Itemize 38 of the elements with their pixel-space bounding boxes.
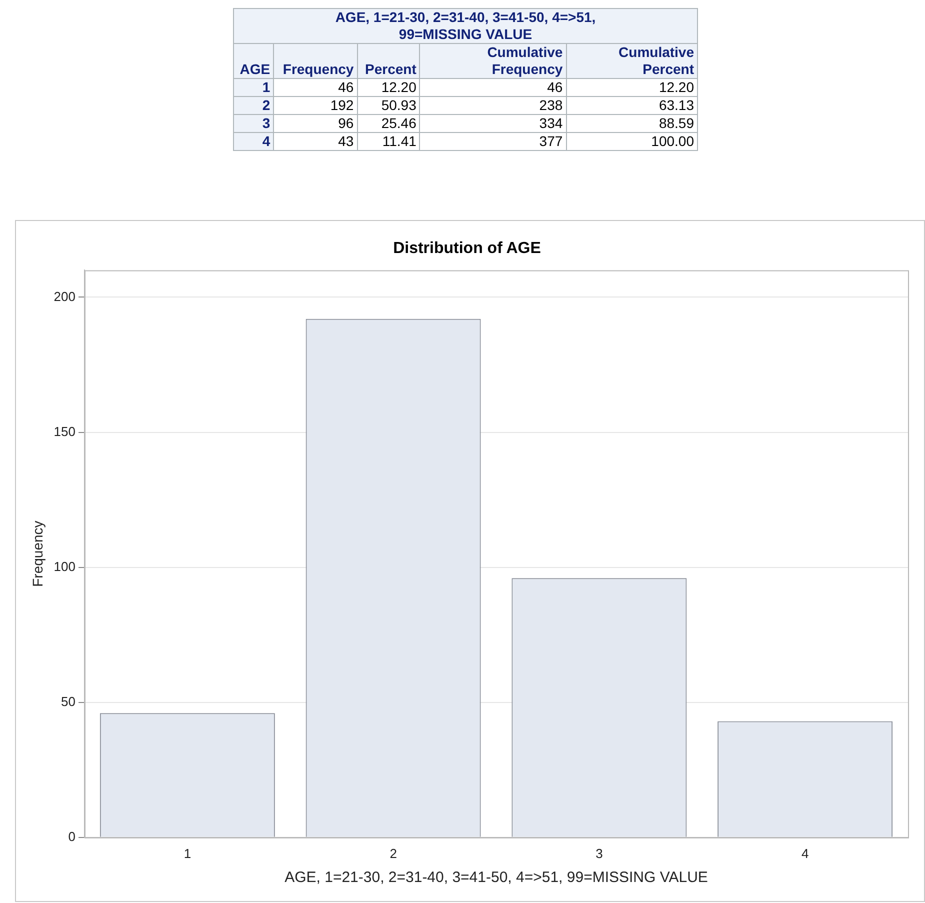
data-label: 100.00: [566, 132, 698, 150]
data-label: 238: [420, 96, 566, 114]
y-tick-label: 50: [61, 694, 76, 709]
data-label: 12.20: [357, 78, 420, 96]
y-tick-label: 4: [234, 132, 274, 150]
x-axis-title: AGE, 1=21-30, 2=31-40, 3=41-50, 4=>51, 99=MISSING VALUE: [284, 869, 708, 886]
y-tick-label: 1: [234, 78, 274, 96]
x-tick-label: 3: [596, 846, 603, 861]
x-tick-label: Frequency: [274, 44, 358, 78]
data-label: 43: [274, 132, 358, 150]
x-tick-label: 2: [390, 846, 397, 861]
y-tick-label: 2: [234, 96, 274, 114]
data-label: 334: [420, 114, 566, 132]
data-label: 192: [274, 96, 358, 114]
data-label: 63.13: [566, 96, 698, 114]
data-label: 377: [420, 132, 566, 150]
chart-title: AGE, 1=21-30, 2=31-40, 3=41-50, 4=>51, 99=MISSING VALUE: [234, 8, 698, 44]
data-label: 96: [274, 114, 358, 132]
y-tick-label: 150: [54, 424, 76, 439]
data-label: 46: [274, 78, 358, 96]
data-label: 88.59: [566, 114, 698, 132]
x-tick-label: Cumulative Percent: [566, 44, 698, 78]
data-label: 12.20: [566, 78, 698, 96]
y-tick-label: 100: [54, 558, 76, 574]
data-label: 25.46: [357, 114, 420, 132]
chart-title: Distribution of AGE: [393, 240, 542, 258]
y-axis-title: Frequency: [29, 520, 46, 587]
data-label: 50.93: [357, 96, 420, 114]
y-tick-label: 3: [234, 114, 274, 132]
y-tick-label: 200: [54, 288, 76, 304]
data-label: 11.41: [357, 132, 420, 150]
x-tick-label: 1: [184, 846, 192, 861]
x-tick-label: Percent: [357, 44, 420, 78]
x-tick-label: Cumulative Frequency: [420, 44, 566, 78]
y-tick-label: 0: [68, 828, 76, 844]
data-label: 46: [420, 78, 566, 96]
x-tick-label: 4: [801, 846, 809, 861]
y-axis-title: AGE: [234, 44, 274, 78]
